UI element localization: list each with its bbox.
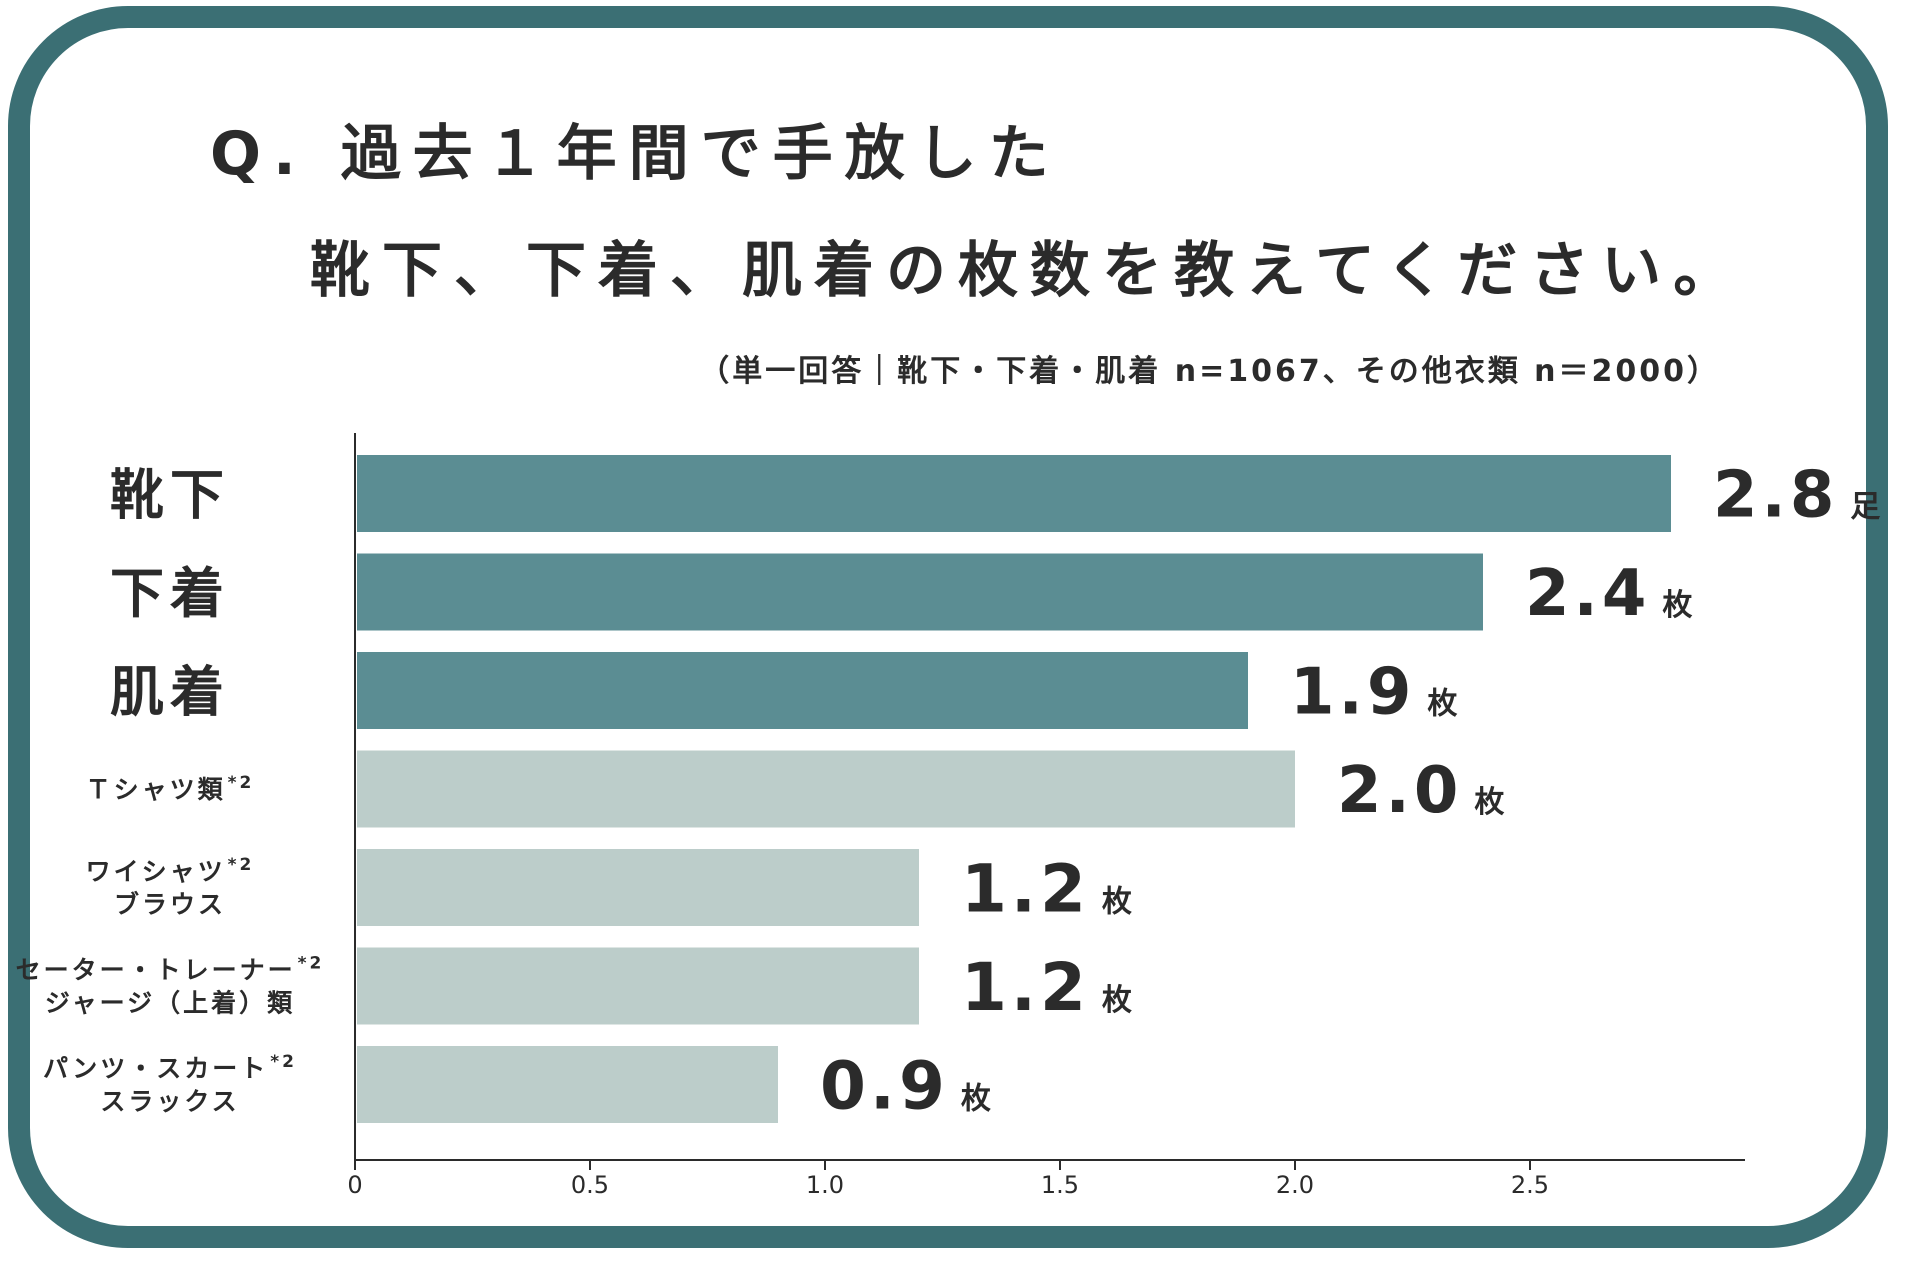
- bar: [357, 947, 919, 1025]
- x-tick-label: 0.5: [571, 1171, 609, 1199]
- category-label: セーター・トレーナー *2: [16, 954, 325, 985]
- category-label: ジャージ（上着）類: [45, 989, 295, 1018]
- x-tick-label: 2.5: [1511, 1171, 1549, 1199]
- x-tick-label: 2.0: [1276, 1171, 1314, 1199]
- bar: [357, 849, 919, 926]
- bar: [357, 652, 1248, 729]
- category-label: スラックス: [100, 1087, 239, 1116]
- chart-title-line2: 靴下、下着、肌着の枚数を教えてください。: [310, 236, 1746, 306]
- chart-title-line1: Q. 過去１年間で手放した: [210, 119, 1061, 189]
- category-label: 肌着: [110, 661, 230, 724]
- bar: [357, 553, 1483, 631]
- value-label: 2.8 足: [1713, 459, 1884, 533]
- x-tick-label: 0: [347, 1171, 362, 1199]
- chart-subtitle: （単一回答｜靴下・下着・肌着 n=1067、その他衣類 n＝2000）: [699, 354, 1720, 389]
- category-label: 下着: [110, 562, 230, 625]
- value-label: 2.4 枚: [1525, 557, 1696, 631]
- bar: [357, 750, 1295, 828]
- value-label: 2.0 枚: [1337, 754, 1508, 828]
- x-tick-label: 1.5: [1041, 1171, 1079, 1199]
- bar: [357, 455, 1671, 532]
- category-label: ワイシャツ *2: [86, 855, 255, 886]
- category-label: Ｔシャツ類 *2: [86, 773, 255, 804]
- value-label: 1.2 枚: [961, 949, 1136, 1026]
- category-label: ブラウス: [114, 890, 226, 919]
- value-label: 1.2 枚: [961, 850, 1136, 927]
- value-label: 0.9 枚: [820, 1047, 995, 1124]
- value-label: 1.9 枚: [1290, 656, 1461, 730]
- bar: [357, 1046, 778, 1123]
- category-label: 靴下: [110, 464, 230, 527]
- category-label: パンツ・スカート *2: [43, 1052, 297, 1083]
- x-tick-label: 1.0: [806, 1171, 844, 1199]
